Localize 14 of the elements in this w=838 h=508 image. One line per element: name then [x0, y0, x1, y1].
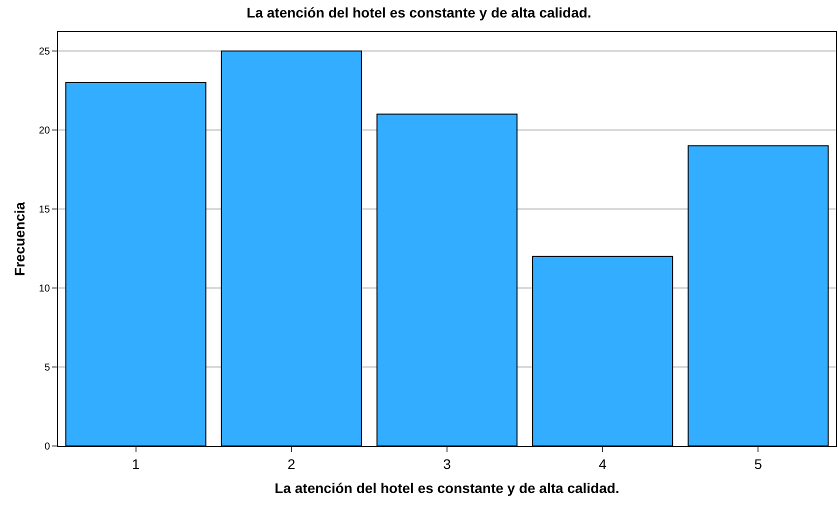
y-tick-label: 25 [38, 46, 50, 58]
x-tick-label: 1 [132, 456, 140, 472]
x-tick-label: 5 [754, 456, 762, 472]
x-tick-label: 2 [288, 456, 296, 472]
y-tick-label: 0 [44, 442, 50, 452]
x-axis-title: La atención del hotel es constante y de alta calidad. [274, 480, 620, 496]
x-tick-label: 4 [598, 456, 607, 472]
y-tick-label: 5 [44, 362, 50, 374]
y-tick-label: 15 [38, 204, 50, 216]
y-tick-label: 10 [38, 283, 50, 294]
x-tick-label: 3 [443, 456, 452, 472]
y-axis-title: Frecuencia [11, 202, 28, 276]
y-tick-label: 20 [38, 125, 50, 136]
chart-title: La atención del hotel es constante y de alta calidad. [246, 4, 592, 20]
